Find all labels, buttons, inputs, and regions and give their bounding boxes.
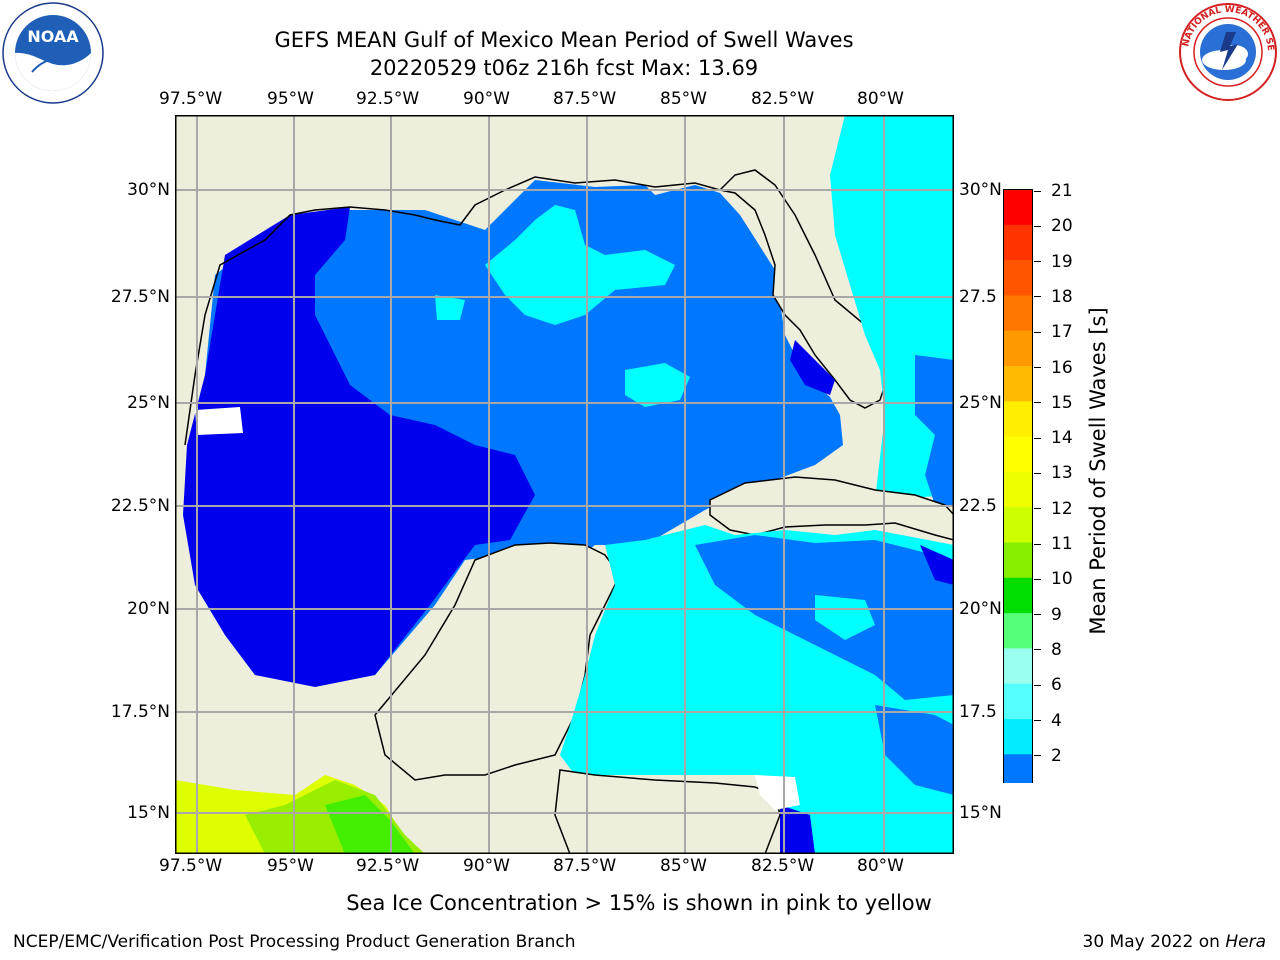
lat-label-left-4: 22.5°N [110, 496, 170, 516]
lon-label-bottom-2: 95°W [267, 856, 314, 876]
cayman-deep-2-4 [920, 545, 954, 585]
lon-label-bottom-8: 80°W [857, 856, 904, 876]
nicaragua-coast-2-4 [780, 805, 815, 854]
lon-label-top-7: 82.5°W [751, 89, 815, 109]
colorbar-segment [1003, 754, 1033, 783]
colorbar-segment [1003, 401, 1033, 437]
colorbar-tick-label: 2 [1034, 746, 1062, 766]
colorbar-segment [1003, 260, 1033, 296]
colorbar-segment [1003, 366, 1033, 402]
lon-label-top-5: 87.5°W [553, 89, 617, 109]
lat-label-right-2: 27.5 [959, 287, 997, 307]
colorbar-tick-label: 20 [1034, 216, 1073, 236]
colorbar-tick-label: 13 [1034, 463, 1073, 483]
colorbar-segment [1003, 330, 1033, 367]
gulf-map [175, 115, 954, 854]
nws-logo: NATIONAL WEATHER SERVICE [1175, 0, 1278, 102]
map-frame [175, 115, 954, 854]
lat-label-left-2: 27.5°N [110, 287, 170, 307]
colorbar-tick-label: 6 [1034, 675, 1062, 695]
footer-org: NCEP/EMC/Verification Post Processing Pr… [13, 932, 576, 952]
colorbar-tick-label: 19 [1034, 252, 1073, 272]
lon-label-bottom-6: 85°W [660, 856, 707, 876]
lat-label-right-1: 30°N [959, 180, 1002, 200]
lat-label-left-1: 30°N [127, 180, 170, 200]
lat-label-right-7: 15°N [959, 803, 1002, 823]
colorbar-tick-label: 11 [1034, 534, 1073, 554]
lat-label-right-4: 22.5 [959, 496, 997, 516]
bahamas-shallows-4-6 [915, 355, 954, 505]
colorbar-tick-label: 18 [1034, 287, 1073, 307]
colorbar-segment [1003, 542, 1033, 579]
lon-label-bottom-1: 97.5°W [159, 856, 223, 876]
colorbar-segment [1003, 577, 1033, 614]
footer-machine: Hera [1225, 932, 1266, 952]
colorbar-tick-label: 15 [1034, 393, 1073, 413]
lon-label-bottom-3: 92.5°W [356, 856, 420, 876]
colorbar-tick-label: 12 [1034, 499, 1073, 519]
lat-label-left-5: 20°N [127, 599, 170, 619]
colorbar-tick-label: 21 [1034, 181, 1073, 201]
yucatan-land [374, 542, 621, 781]
colorbar-segment [1003, 648, 1033, 684]
colorbar-segment [1003, 719, 1033, 755]
florida-land [718, 169, 886, 409]
pacific-green-10-12 [325, 795, 415, 854]
map-title: GEFS MEAN Gulf of Mexico Mean Period of … [274, 28, 854, 52]
colorbar-tick-label: 16 [1034, 358, 1073, 378]
colorbar-tick-label: 14 [1034, 428, 1073, 448]
lon-label-bottom-5: 87.5°W [553, 856, 617, 876]
us-gulf-coastline [184, 176, 721, 446]
noaa-logo-text: NOAA [27, 27, 79, 46]
lat-label-left-6: 17.5°N [110, 702, 170, 722]
lon-label-top-8: 80°W [857, 89, 904, 109]
colorbar-label: Mean Period of Swell Waves [s] [1086, 307, 1110, 635]
lat-label-right-5: 20°N [959, 599, 1002, 619]
noaa-logo: NOAA [2, 2, 104, 104]
lon-label-top-4: 90°W [463, 89, 510, 109]
footer-date-text: 30 May 2022 on [1082, 932, 1226, 952]
lat-label-right-6: 17.5 [959, 702, 997, 722]
caribbean-cyan-islets [815, 595, 875, 640]
colorbar-segment [1003, 189, 1033, 226]
lat-label-left-3: 25°N [127, 393, 170, 413]
caribbean-4-6-b [875, 705, 954, 795]
lon-label-top-2: 95°W [267, 89, 314, 109]
central-gulf-6-8 [625, 363, 690, 407]
colorbar-frame [1003, 189, 1033, 783]
sea-ice-note: Sea Ice Concentration > 15% is shown in … [346, 891, 932, 915]
colorbar [1003, 189, 1033, 783]
lon-label-bottom-4: 90°W [463, 856, 510, 876]
lon-label-bottom-7: 82.5°W [751, 856, 815, 876]
footer-date: 30 May 2022 on Hera [1083, 932, 1267, 952]
colorbar-tick-label: 10 [1034, 569, 1073, 589]
colorbar-segment [1003, 295, 1033, 331]
colorbar-segment [1003, 471, 1033, 508]
colorbar-segment [1003, 683, 1033, 720]
florida-straits-2-4 [790, 340, 835, 395]
lat-label-right-3: 25°N [959, 393, 1002, 413]
tamaulipas-shelf [195, 407, 243, 435]
colorbar-ticks: 21 20 19 18 17 16 15 14 13 12 11 10 9 8 6 4 2 [1034, 181, 1094, 771]
honduras-white-shelf [755, 775, 800, 810]
colorbar-segment [1003, 224, 1033, 261]
lat-label-left-7: 15°N [127, 803, 170, 823]
western-gulf-2-4 [183, 207, 535, 687]
colorbar-tick-label: 4 [1034, 711, 1062, 731]
map-subtitle: 20220529 t06z 216h fcst Max: 13.69 [369, 56, 759, 80]
colorbar-tick-label: 9 [1034, 605, 1062, 625]
graticule [175, 115, 954, 854]
colorbar-segment [1003, 613, 1033, 649]
lon-label-top-1: 97.5°W [159, 89, 223, 109]
colorbar-tick-label: 17 [1034, 322, 1073, 342]
colorbar-segment [1003, 436, 1033, 473]
colorbar-tick-label: 8 [1034, 640, 1062, 660]
colorbar-segment [1003, 507, 1033, 543]
northeast-gulf-6-8 [485, 205, 675, 325]
lon-label-top-6: 85°W [660, 89, 707, 109]
lon-label-top-3: 92.5°W [356, 89, 420, 109]
loop-current-6-8 [435, 295, 465, 320]
